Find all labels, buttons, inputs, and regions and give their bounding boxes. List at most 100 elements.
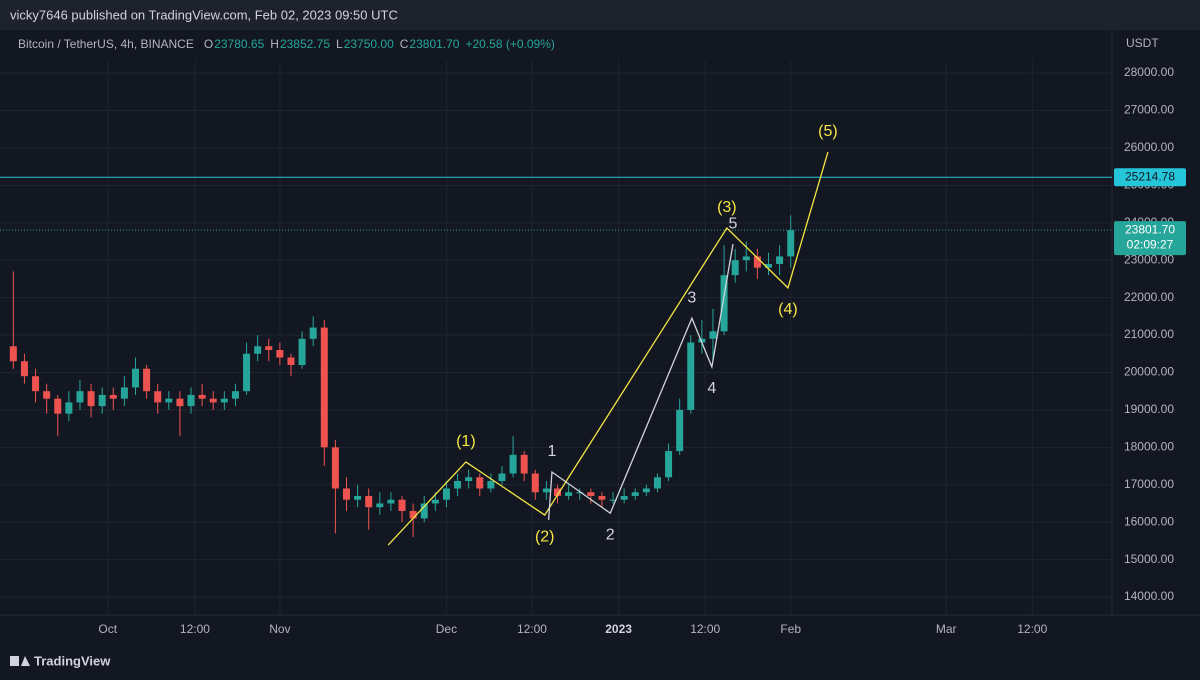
wave-label: 4	[707, 380, 716, 397]
candle-body	[576, 492, 584, 494]
wave-label: 1	[547, 443, 556, 460]
ohlc-label: O	[204, 37, 213, 51]
candle-body	[154, 391, 162, 403]
wave-label: (1)	[456, 433, 476, 450]
x-tick-label: Nov	[269, 622, 290, 636]
candle-body	[554, 488, 562, 496]
candle-body	[509, 454, 517, 474]
candle-body	[365, 495, 373, 508]
y-tick-label: 19000.00	[1124, 402, 1174, 416]
publisher: vicky7646 published on TradingView.com, …	[10, 7, 398, 22]
brand: TradingView	[34, 653, 111, 668]
candle-body	[476, 477, 484, 489]
top-bar	[0, 0, 1200, 30]
y-tick-label: 20000.00	[1124, 365, 1174, 379]
candle-body	[631, 492, 639, 496]
candle-body	[220, 398, 228, 403]
y-tick-label: 14000.00	[1124, 589, 1174, 603]
wave-line	[387, 151, 829, 546]
candle-body	[587, 492, 595, 496]
candle-body	[420, 503, 428, 519]
y-tick-label: 22000.00	[1124, 290, 1174, 304]
x-tick-label: Feb	[780, 622, 801, 636]
candle-body	[454, 481, 462, 489]
candle-body	[32, 376, 40, 392]
ohlc-label: H	[270, 37, 279, 51]
y-unit: USDT	[1126, 36, 1159, 50]
candle-body	[398, 499, 406, 511]
wave-line	[547, 243, 734, 520]
x-tick-label: 12:00	[180, 622, 210, 636]
candle-body	[131, 368, 139, 388]
candle-body	[520, 454, 528, 474]
candle-body	[276, 350, 284, 358]
x-tick-label: 2023	[605, 622, 632, 636]
y-tick-label: 28000.00	[1124, 65, 1174, 79]
candle-body	[787, 230, 795, 257]
candle-body	[687, 342, 695, 410]
candle-body	[376, 503, 384, 508]
candle-body	[409, 510, 417, 519]
candle-body	[309, 327, 317, 339]
ohlc-value: 23801.70	[409, 37, 459, 51]
candle-body	[331, 447, 339, 489]
x-tick-label: 12:00	[517, 622, 547, 636]
y-tick-label: 27000.00	[1124, 103, 1174, 117]
candle-body	[87, 391, 95, 407]
last-price-label: 23801.70	[1125, 222, 1175, 236]
candle-body	[320, 327, 328, 448]
candle-body	[298, 338, 306, 365]
candle-body	[753, 256, 761, 268]
logo	[10, 656, 30, 666]
candle-body	[542, 488, 550, 493]
candle-body	[198, 394, 206, 399]
ohlc-label: C	[400, 37, 409, 51]
candle-body	[465, 477, 473, 482]
candle-body	[20, 361, 28, 377]
candle-body	[698, 338, 706, 343]
symbol-info: Bitcoin / TetherUS, 4h, BINANCE O 23780.65…	[18, 37, 555, 51]
wave-label: (2)	[535, 528, 555, 545]
wave-label: (5)	[818, 123, 838, 140]
ohlc-value: 23852.75	[280, 37, 330, 51]
y-tick-label: 15000.00	[1124, 552, 1174, 566]
candle-body	[387, 499, 395, 504]
candle-body	[176, 398, 184, 407]
wave-label: (4)	[778, 301, 798, 318]
candle-body	[143, 368, 151, 392]
candle-body	[498, 473, 506, 482]
symbol-name: Bitcoin / TetherUS, 4h, BINANCE	[18, 37, 194, 51]
candle-body	[431, 499, 439, 504]
candle-body	[98, 394, 106, 407]
candle-body	[620, 495, 628, 500]
candle-body	[65, 402, 73, 414]
candle-body	[776, 256, 784, 264]
candle-body	[442, 488, 450, 500]
wave-label: 5	[729, 215, 738, 232]
candle-body	[487, 481, 495, 489]
candle-body	[609, 499, 617, 501]
candle-body	[54, 398, 62, 414]
candle-body	[165, 398, 173, 403]
candle-body	[254, 346, 262, 354]
candle-body	[709, 331, 717, 339]
candle-body	[354, 495, 362, 500]
candle-body	[209, 398, 217, 403]
candle-body	[731, 260, 739, 276]
wave-label: (3)	[717, 199, 737, 216]
candle-body	[642, 488, 650, 493]
candle-body	[109, 394, 117, 399]
y-tick-label: 18000.00	[1124, 439, 1174, 453]
candle-body	[665, 451, 673, 478]
y-tick-label: 21000.00	[1124, 327, 1174, 341]
candle-body	[187, 394, 195, 407]
price-tag	[1114, 168, 1186, 187]
candle-body	[120, 387, 128, 399]
candle-body	[287, 357, 295, 365]
candle-body	[720, 275, 728, 332]
wave-label: 3	[687, 289, 696, 306]
last-price-tag	[1114, 221, 1186, 256]
